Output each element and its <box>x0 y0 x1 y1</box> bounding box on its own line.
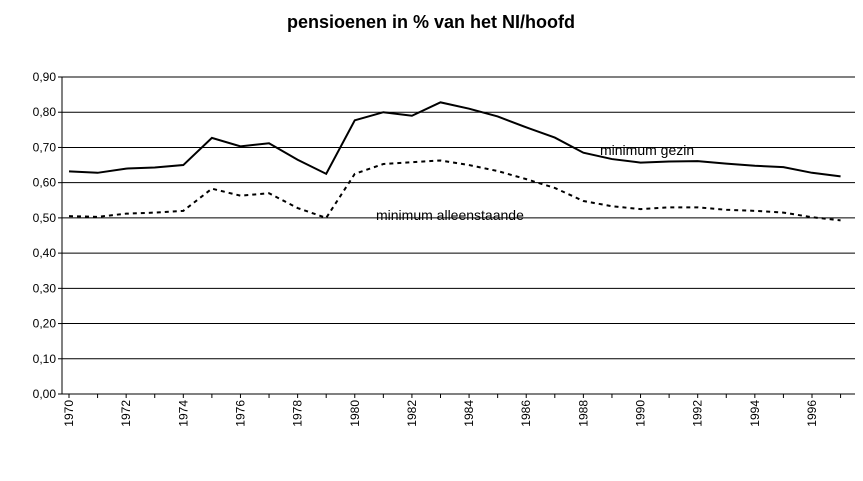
series-label: minimum alleenstaande <box>376 207 524 223</box>
chart-title: pensioenen in % van het NI/hoofd <box>287 12 575 32</box>
y-tick-label: 0,90 <box>33 70 57 84</box>
y-tick-label: 0,70 <box>33 140 57 154</box>
y-tick-label: 0,20 <box>33 317 57 331</box>
y-tick-label: 0,40 <box>33 246 57 260</box>
x-tick-label: 1972 <box>119 400 133 427</box>
x-tick-label: 1986 <box>519 400 533 427</box>
x-tick-label: 1978 <box>291 400 305 427</box>
x-tick-label: 1970 <box>62 400 76 427</box>
series-line <box>68 101 841 178</box>
x-tick-label: 1996 <box>805 400 819 427</box>
y-tick-label: 0,00 <box>33 387 57 401</box>
y-tick-label: 0,30 <box>33 281 57 295</box>
series-label: minimum gezin <box>600 142 694 158</box>
x-tick-label: 1992 <box>691 400 705 427</box>
x-tick-label: 1982 <box>405 400 419 427</box>
y-tick-label: 0,80 <box>33 105 57 119</box>
series-line <box>68 159 841 222</box>
y-tick-label: 0,60 <box>33 176 57 190</box>
x-tick-label: 1988 <box>576 400 590 427</box>
y-tick-label: 0,50 <box>33 211 57 225</box>
x-tick-label: 1990 <box>634 400 648 427</box>
y-tick-label: 0,10 <box>33 352 57 366</box>
x-tick-label: 1994 <box>748 400 762 427</box>
x-tick-label: 1984 <box>462 400 476 427</box>
x-tick-label: 1974 <box>176 400 190 427</box>
x-tick-label: 1980 <box>348 400 362 427</box>
x-tick-label: 1976 <box>233 400 247 427</box>
